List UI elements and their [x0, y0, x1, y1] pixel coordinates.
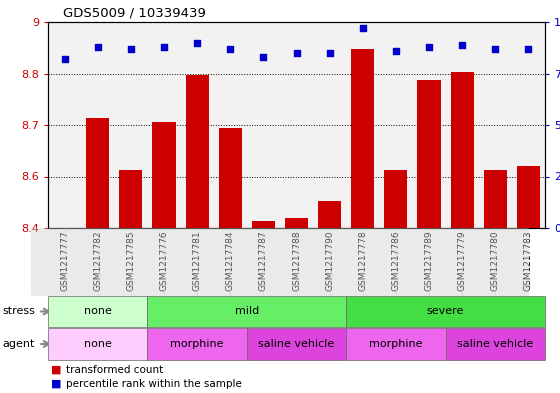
Point	[60, 56, 69, 62]
Text: mild: mild	[235, 307, 259, 316]
Text: none: none	[84, 307, 111, 316]
Point	[491, 46, 500, 52]
Bar	[512, 22, 545, 228]
Bar	[147, 22, 180, 228]
Bar	[86, 118, 109, 228]
Text: saline vehicle: saline vehicle	[457, 339, 534, 349]
Point	[358, 25, 367, 31]
Bar	[318, 200, 341, 228]
Bar	[218, 129, 242, 228]
Text: none: none	[84, 339, 111, 349]
Text: ■: ■	[51, 365, 61, 375]
Point	[292, 50, 301, 56]
Point	[325, 50, 334, 56]
Text: percentile rank within the sample: percentile rank within the sample	[67, 379, 242, 389]
Text: morphine: morphine	[170, 339, 224, 349]
Bar	[114, 22, 147, 228]
Bar	[214, 22, 247, 228]
Bar	[185, 75, 209, 228]
Bar	[247, 22, 280, 228]
Bar	[285, 218, 308, 228]
Bar	[479, 22, 512, 228]
Text: morphine: morphine	[369, 339, 423, 349]
Point	[424, 44, 433, 50]
Bar	[451, 72, 474, 228]
Point	[93, 44, 102, 50]
Bar	[313, 22, 346, 228]
Point	[127, 46, 136, 52]
Text: severe: severe	[427, 307, 464, 316]
Bar	[384, 170, 408, 228]
Text: ■: ■	[51, 379, 61, 389]
Text: transformed count: transformed count	[67, 365, 164, 375]
Point	[226, 46, 235, 52]
Bar	[517, 166, 540, 228]
Point	[458, 42, 466, 48]
Point	[524, 46, 533, 52]
Bar	[379, 22, 413, 228]
Point	[160, 44, 169, 50]
Bar	[413, 22, 446, 228]
Bar	[48, 22, 81, 228]
Text: saline vehicle: saline vehicle	[258, 339, 335, 349]
Bar	[180, 22, 214, 228]
Bar	[346, 22, 379, 228]
Bar	[81, 22, 114, 228]
Bar	[351, 50, 375, 228]
Point	[259, 54, 268, 60]
Text: GDS5009 / 10339439: GDS5009 / 10339439	[63, 6, 206, 19]
Bar	[484, 170, 507, 228]
Bar	[280, 22, 313, 228]
Bar	[119, 170, 142, 228]
Bar	[446, 22, 479, 228]
Text: stress: stress	[3, 307, 36, 316]
Point	[193, 39, 202, 46]
Point	[391, 48, 400, 54]
Text: agent: agent	[3, 339, 35, 349]
Bar	[417, 80, 441, 228]
Bar	[152, 121, 176, 228]
Bar	[252, 221, 275, 228]
